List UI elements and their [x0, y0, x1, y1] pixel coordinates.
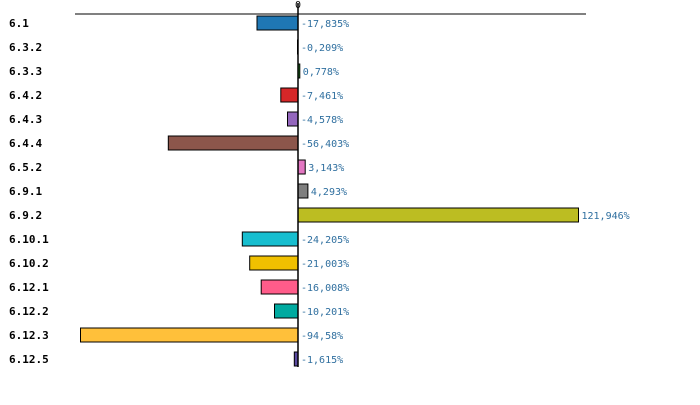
value-label-6.1: -17,835% — [301, 19, 349, 30]
category-label-6.9.2: 6.9.2 — [9, 209, 42, 222]
bars-group — [80, 15, 579, 367]
bar-6.4.3 — [287, 111, 299, 127]
value-label-6.4.3: -4,578% — [301, 115, 343, 126]
value-label-6.12.2: -10,201% — [301, 307, 349, 318]
category-label-6.3.3: 6.3.3 — [9, 65, 42, 78]
value-label-6.3.2: -0,209% — [301, 43, 343, 54]
category-label-6.4.4: 6.4.4 — [9, 137, 42, 150]
value-label-6.12.1: -16,008% — [301, 283, 349, 294]
category-label-6.10.1: 6.10.1 — [9, 233, 49, 246]
bar-6.9.2 — [297, 207, 579, 223]
value-label-6.3.3: 0,778% — [303, 67, 339, 78]
bar-6.12.2 — [274, 303, 299, 319]
bar-6.5.2 — [297, 159, 306, 175]
category-label-6.5.2: 6.5.2 — [9, 161, 42, 174]
value-label-6.4.2: -7,461% — [301, 91, 343, 102]
value-label-6.10.2: -21,003% — [301, 259, 349, 270]
category-label-6.12.3: 6.12.3 — [9, 329, 49, 342]
bar-6.4.4 — [167, 135, 299, 151]
value-label-6.5.2: 3,143% — [308, 163, 344, 174]
category-label-6.10.2: 6.10.2 — [9, 257, 49, 270]
value-label-6.4.4: -56,403% — [301, 139, 349, 150]
category-label-6.12.1: 6.12.1 — [9, 281, 49, 294]
bar-6.10.2 — [249, 255, 299, 271]
bar-6.12.3 — [80, 327, 299, 343]
value-labels-group: -17,835% -0,209% 0,778% -7,461% -4,578% -56,4… — [301, 19, 630, 366]
bar-6.9.1 — [297, 183, 309, 199]
bar-6.10.1 — [241, 231, 299, 247]
category-label-6.12.2: 6.12.2 — [9, 305, 49, 318]
category-label-6.12.5: 6.12.5 — [9, 353, 49, 366]
category-label-6.4.3: 6.4.3 — [9, 113, 42, 126]
value-label-6.9.1: 4,293% — [311, 187, 347, 198]
value-label-6.10.1: -24,205% — [301, 235, 349, 246]
category-label-6.4.2: 6.4.2 — [9, 89, 42, 102]
bar-6.4.2 — [280, 87, 299, 103]
category-labels-group: 6.1 6.3.2 6.3.3 6.4.2 6.4.3 6.4.4 6.5.2 6.9.1 6.… — [9, 17, 49, 366]
value-label-6.9.2: 121,946% — [582, 211, 630, 222]
value-label-6.12.5: -1,615% — [301, 355, 343, 366]
bar-6.1 — [256, 15, 299, 31]
category-label-6.3.2: 6.3.2 — [9, 41, 42, 54]
category-label-6.9.1: 6.9.1 — [9, 185, 42, 198]
bar-6.12.1 — [260, 279, 299, 295]
top-axis: 0 — [75, 0, 586, 15]
category-label-6.1: 6.1 — [9, 17, 29, 30]
value-label-6.12.3: -94,58% — [301, 331, 343, 342]
